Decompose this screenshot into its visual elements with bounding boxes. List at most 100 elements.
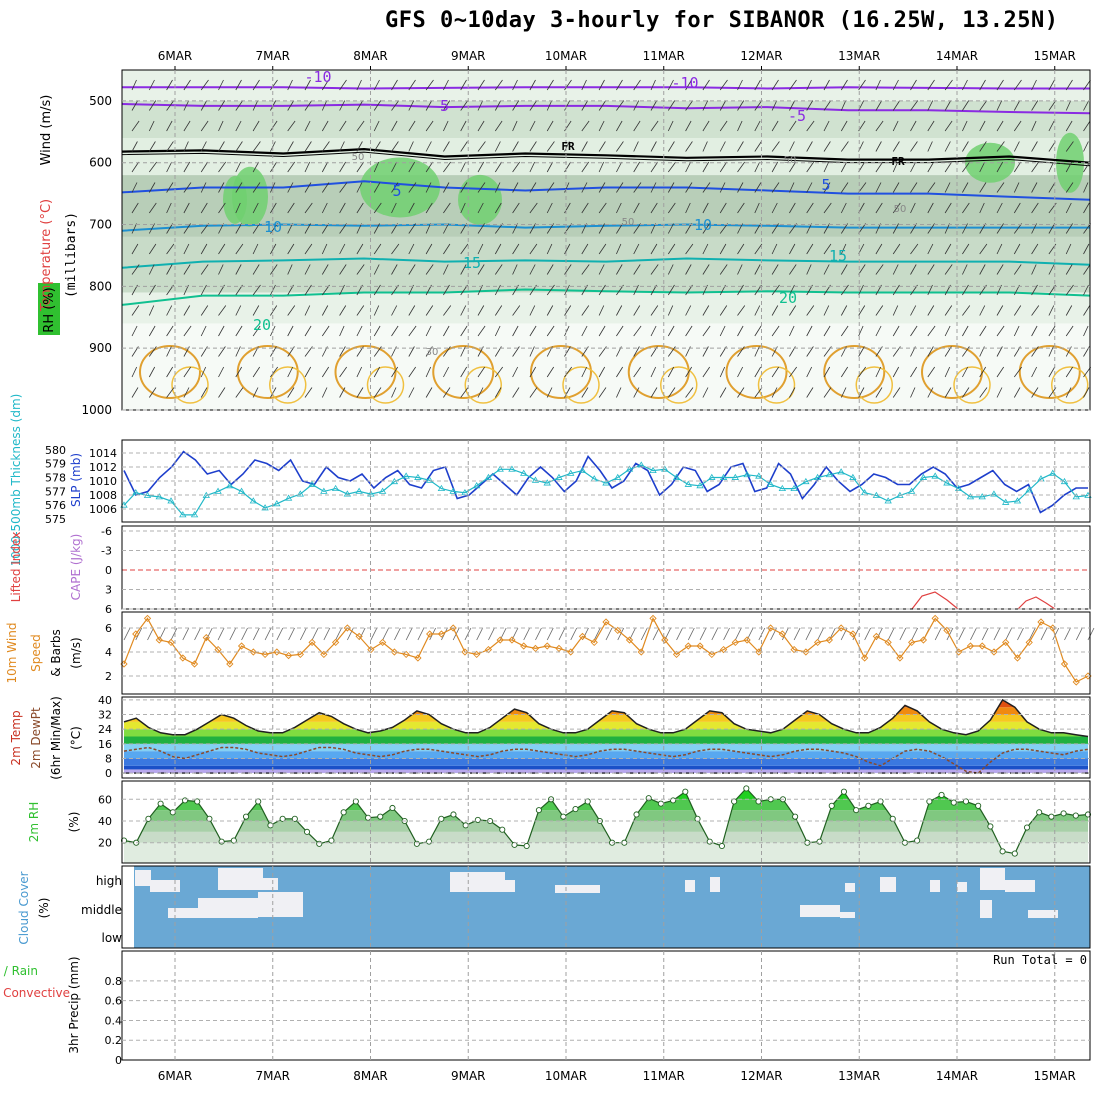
- wind-barb: [235, 141, 243, 152]
- wind-barb: [789, 141, 795, 152]
- wind-barb: [650, 264, 659, 275]
- wind-barb: [910, 120, 917, 132]
- wind-barb-10m: [793, 627, 801, 641]
- wind-barb: [996, 264, 1004, 275]
- isotherm-15: [121, 257, 1091, 269]
- wind-barb: [667, 346, 676, 357]
- y-axis-label-slp: SLP (mb): [69, 453, 83, 507]
- wind-barb: [927, 305, 935, 316]
- wind-barb: [477, 182, 486, 193]
- wind-barb-10m: [617, 627, 625, 641]
- wind-barb: [391, 120, 398, 132]
- wind-barb: [806, 366, 813, 378]
- thickness-point: [567, 469, 575, 476]
- wind-barb: [339, 305, 347, 316]
- wind-barb-10m: [288, 627, 295, 641]
- wind-barb: [200, 79, 209, 91]
- wind-barb: [789, 387, 796, 398]
- wind-barb: [477, 141, 486, 152]
- wind-barb: [719, 141, 726, 152]
- wind-barb: [546, 387, 553, 398]
- wind-barb: [218, 223, 224, 234]
- wind-barb: [529, 346, 535, 357]
- temp-line: [123, 698, 1089, 738]
- wind-barb: [667, 202, 676, 214]
- thickness-point: [907, 487, 916, 494]
- wind-barb: [927, 100, 934, 111]
- cloud-high-block: [505, 880, 515, 892]
- wind-barb: [1031, 346, 1039, 357]
- wind-barb: [218, 100, 226, 111]
- wind-speed-point: [308, 638, 316, 647]
- wind-barb: [218, 325, 225, 337]
- wind-barb: [1083, 223, 1091, 234]
- thickness-point: [190, 511, 199, 518]
- y-tick-label-temp: 24: [98, 723, 112, 736]
- wind-barb: [927, 182, 936, 193]
- rh-point: [853, 807, 860, 814]
- panel-bg: [122, 612, 1090, 694]
- wind-barb: [408, 120, 416, 132]
- wind-speed-point: [543, 642, 551, 650]
- wind-barb: [650, 202, 658, 214]
- wind-speed-point: [461, 648, 469, 656]
- wind-barb: [996, 141, 1005, 152]
- wind-barb: [789, 284, 795, 296]
- thickness-point: [249, 497, 258, 504]
- wind-barb: [979, 243, 988, 255]
- wind-barb: [1065, 79, 1073, 91]
- wind-barb: [235, 305, 242, 316]
- wind-barb: [910, 325, 918, 337]
- wind-barb: [633, 100, 640, 111]
- wind-barb: [529, 161, 536, 173]
- wind-barb: [356, 161, 365, 173]
- thickness-point: [308, 480, 316, 487]
- rh-point: [426, 838, 433, 845]
- wind-barb: [425, 366, 432, 378]
- wind-barb: [581, 182, 588, 193]
- wind-barb: [339, 182, 348, 193]
- wind-barb: [598, 387, 607, 398]
- wind-speed-line: [123, 616, 1089, 683]
- wind-speed-point: [943, 626, 951, 635]
- wind-barb: [546, 223, 554, 234]
- rh-moist-patch: [360, 157, 440, 218]
- wind-barb: [633, 387, 640, 398]
- wind-barb: [494, 120, 503, 132]
- wind-barb-10m: [558, 627, 566, 641]
- wind-barb: [148, 100, 157, 111]
- wind-barb: [321, 264, 329, 275]
- wind-barb: [910, 243, 919, 255]
- wind-barb: [494, 387, 502, 398]
- wind-barb: [806, 79, 812, 91]
- wind-barb: [650, 325, 657, 337]
- wind-barb: [425, 141, 432, 152]
- thickness-point: [425, 476, 434, 483]
- thickness-point: [1002, 498, 1010, 505]
- wind-barb: [996, 305, 1004, 316]
- wind-barb: [598, 264, 605, 275]
- rh-point: [1084, 811, 1092, 818]
- temp-color-band: [124, 743, 1088, 752]
- y-axis-label-ms: (m/s): [69, 637, 83, 668]
- wind-barb: [391, 264, 398, 275]
- wind-barb: [166, 79, 173, 91]
- rh-point: [365, 814, 372, 821]
- wind-barb: [235, 346, 241, 357]
- wind-barb: [339, 120, 347, 132]
- y-axis-label-barbs: & Barbs: [49, 629, 63, 677]
- thickness-point: [837, 468, 845, 475]
- temp-color-band: [124, 721, 1088, 730]
- wind-barb: [581, 305, 590, 316]
- wind-barb-10m: [605, 627, 613, 641]
- wind-barb: [373, 366, 381, 378]
- wind-barb: [408, 202, 415, 214]
- wind-barb: [771, 100, 778, 111]
- wind-barb: [581, 264, 590, 275]
- wind-barb: [737, 284, 744, 296]
- wind-barb: [546, 264, 554, 275]
- wind-barb: [650, 305, 659, 316]
- wind-barb-10m: [299, 627, 307, 641]
- thickness-point: [226, 482, 234, 489]
- wind-barb: [494, 182, 501, 193]
